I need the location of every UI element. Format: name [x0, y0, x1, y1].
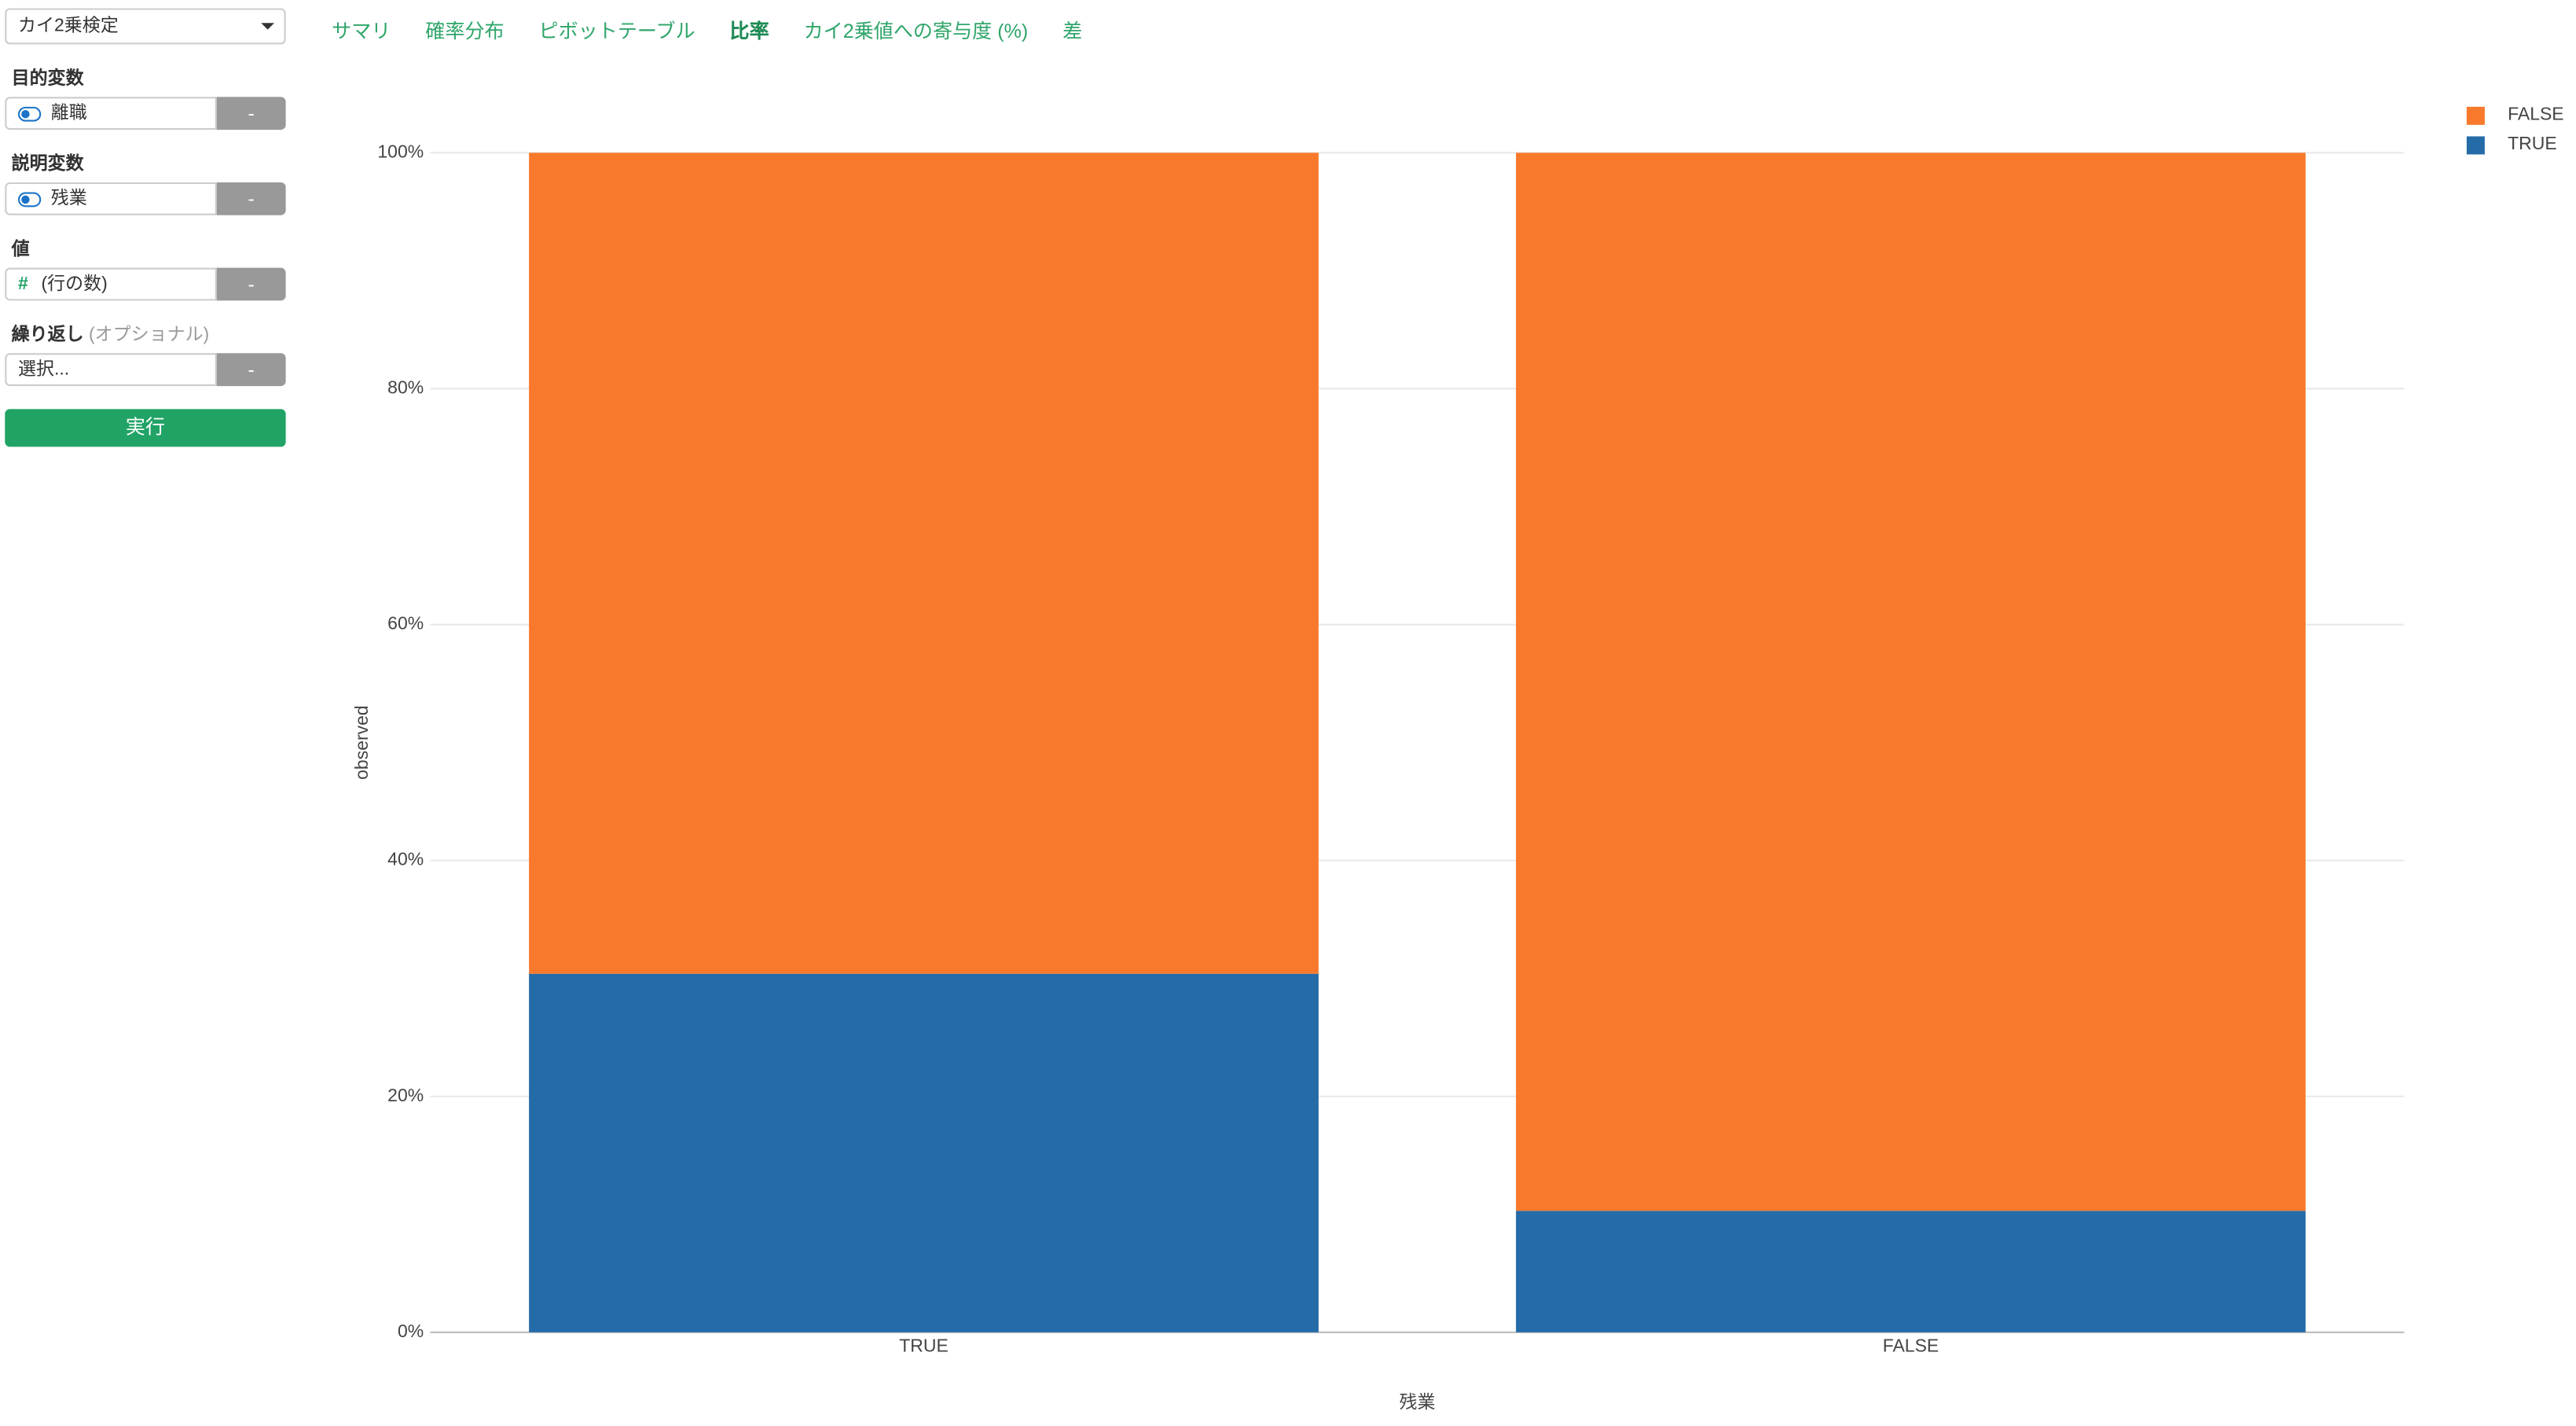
field-label: 説明変数	[12, 149, 286, 175]
label-text: 繰り返し	[11, 325, 84, 345]
field-button[interactable]: -	[216, 353, 286, 387]
value-text: 離職	[50, 103, 87, 123]
run-button[interactable]: 実行	[5, 409, 286, 447]
tab[interactable]: 比率	[729, 20, 769, 43]
field-label: 値	[12, 235, 286, 261]
tab[interactable]: 確率分布	[425, 20, 505, 43]
bar-segment	[1516, 1211, 2306, 1332]
y-tick-label: 20%	[387, 1085, 424, 1105]
field-button[interactable]: -	[216, 182, 286, 215]
y-tick-label: 40%	[387, 849, 424, 869]
bar-segment	[529, 153, 1319, 974]
field-button[interactable]: -	[216, 97, 286, 130]
icon: #	[17, 274, 28, 295]
bar-segment	[529, 973, 1319, 1332]
field-label: 目的変数	[12, 64, 286, 90]
toggle-icon	[17, 105, 42, 121]
value-text: (行の数)	[41, 274, 108, 295]
field-row: # (行の数) -	[5, 267, 286, 301]
field-row: 残業 -	[5, 182, 286, 215]
label-text: 説明変数	[11, 154, 84, 175]
y-tick-label: 100%	[377, 141, 424, 161]
tab[interactable]: カイ2乗値への寄与度 (%)	[803, 20, 1029, 43]
value-text: 残業	[50, 189, 87, 209]
tab[interactable]: ピボットテーブル	[538, 20, 695, 43]
field-row: 離職 -	[5, 97, 286, 130]
label-note: (オプショナル)	[88, 325, 210, 345]
y-tick-label: 0%	[398, 1321, 424, 1341]
sidebar: カイ2乗検定 目的変数離職 - 説明変数残業 - 値 # (行の数) - 繰り返し (オプショナ…	[5, 8, 286, 447]
legend-swatch	[2466, 106, 2485, 125]
x-axis-title: 残業	[1400, 1391, 1436, 1412]
x-tick-label: FALSE	[1883, 1336, 1939, 1356]
chart: 0% 20% 40% 60% 80% 100% TRUE FALSE 残業 observed FAL…	[351, 103, 2564, 1412]
label-text: 値	[11, 240, 30, 260]
label-text: 目的変数	[11, 68, 84, 89]
y-axis-title: observed	[351, 705, 372, 780]
legend-label: FALSE	[2508, 103, 2563, 123]
field-value[interactable]: 離職	[5, 97, 217, 130]
legend-label: TRUE	[2508, 133, 2557, 153]
field-label: 繰り返し (オプショナル)	[12, 321, 286, 347]
fields: 目的変数離職 - 説明変数残業 - 値 # (行の数) - 繰り返し (オプショナル) 選択...…	[5, 64, 286, 387]
bar-segment	[1516, 153, 2306, 1211]
field-value[interactable]: 残業	[5, 182, 217, 215]
value-text: 選択...	[17, 359, 70, 380]
x-tick-label: TRUE	[899, 1336, 949, 1356]
tabs: サマリ 確率分布 ピボットテーブル 比率 カイ2乗値への寄与度 (%) 差	[332, 17, 1082, 45]
field-value[interactable]: # (行の数)	[5, 267, 217, 301]
legend-swatch	[2466, 136, 2485, 155]
toggle-icon	[17, 191, 42, 207]
y-tick-label: 60%	[387, 613, 424, 634]
field-row: 選択... -	[5, 353, 286, 387]
y-tick-label: 80%	[387, 377, 424, 398]
field-value[interactable]: 選択...	[5, 353, 217, 387]
tab[interactable]: サマリ	[332, 20, 391, 43]
field-button[interactable]: -	[216, 267, 286, 301]
tab[interactable]: 差	[1062, 20, 1083, 43]
analysis-select[interactable]: カイ2乗検定	[5, 8, 286, 45]
